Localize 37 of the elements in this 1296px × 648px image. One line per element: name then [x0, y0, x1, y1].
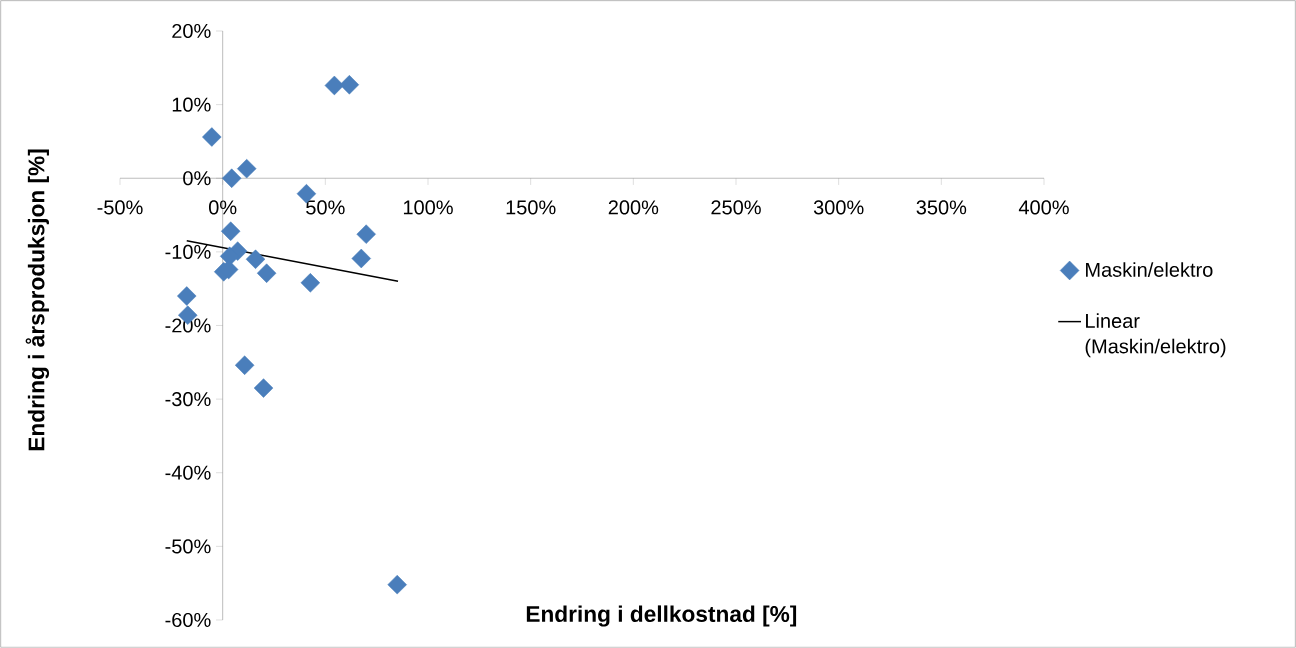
- point: [202, 127, 222, 147]
- y-tick-label: -60%: [165, 612, 211, 628]
- point: [300, 273, 321, 293]
- x-tick-label: 0%: [208, 200, 237, 215]
- point: [256, 263, 277, 283]
- x-tick-label: 100%: [403, 200, 453, 215]
- y-tick-label: 10%: [172, 97, 211, 112]
- point: [387, 574, 407, 595]
- y-axis-title: Endring i årsproduksjon [%]: [25, 149, 50, 451]
- x-tick-label: 200%: [608, 200, 659, 215]
- y-tick-label: -10%: [165, 244, 211, 259]
- legend-label: Maskin/elektro: [1086, 262, 1213, 277]
- point: [339, 75, 360, 95]
- point: [220, 221, 241, 241]
- y-tick-label: -50%: [165, 539, 211, 554]
- x-tick-label: 250%: [711, 200, 761, 215]
- point: [245, 249, 266, 269]
- x-tick-label: 150%: [506, 200, 556, 215]
- x-tick-label: 300%: [813, 200, 864, 215]
- x-tick-label: 50%: [306, 200, 345, 215]
- x-axis-title: Endring i dellkostnad [%]: [526, 605, 797, 627]
- point: [177, 286, 197, 306]
- y-tick-label: 20%: [172, 23, 211, 39]
- x-tick-label: 350%: [916, 200, 967, 215]
- x-tick-label: 400%: [1018, 200, 1069, 215]
- point: [222, 168, 242, 188]
- y-tick-label: -40%: [165, 465, 211, 480]
- point: [324, 75, 345, 96]
- legend-label: Linear (Maskin/elektro): [1085, 313, 1226, 358]
- y-tick-label: -30%: [165, 392, 211, 407]
- point: [237, 158, 257, 179]
- point: [234, 355, 255, 375]
- y-tick-label: 0%: [183, 171, 211, 186]
- point: [356, 224, 376, 244]
- x-tick-label: -50%: [97, 200, 143, 215]
- point: [253, 378, 274, 398]
- point: [351, 248, 371, 269]
